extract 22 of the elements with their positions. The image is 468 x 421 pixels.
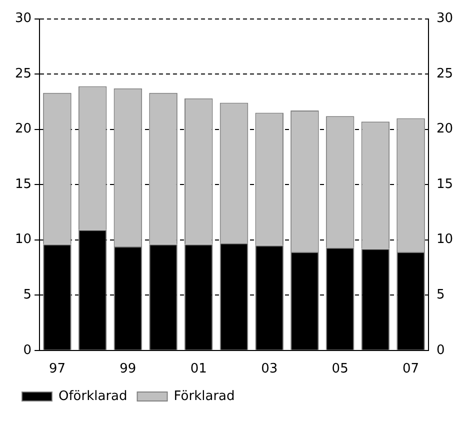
x-tick-label: 99 bbox=[120, 362, 136, 377]
y2-tick-label: 10 bbox=[436, 232, 454, 248]
legend-label: Förklarad bbox=[174, 388, 235, 404]
y2-tick-label: 15 bbox=[436, 176, 454, 192]
y-tick-label: 0 bbox=[23, 342, 32, 358]
y-tick-label: 5 bbox=[23, 288, 32, 303]
y2-tick-label: 20 bbox=[436, 122, 454, 137]
y2-tick-label: 0 bbox=[436, 342, 445, 358]
y-tick-label: 30 bbox=[14, 11, 32, 26]
y-tick-label: 20 bbox=[14, 122, 32, 137]
x-tick-label: 05 bbox=[332, 362, 348, 377]
y-tick-label: 25 bbox=[14, 66, 32, 82]
y-tick-label: 10 bbox=[14, 232, 32, 248]
x-tick-label: 01 bbox=[190, 362, 207, 377]
y2-tick-label: 30 bbox=[436, 11, 454, 26]
y2-tick-label: 25 bbox=[436, 66, 454, 82]
x-tick-label: 03 bbox=[261, 362, 278, 377]
y2-tick-label: 5 bbox=[436, 288, 445, 303]
legend-label: Oförklarad bbox=[58, 388, 128, 404]
x-tick-label: 97 bbox=[48, 362, 66, 377]
y-tick-label: 15 bbox=[14, 176, 32, 192]
x-tick-label: 07 bbox=[402, 362, 420, 377]
